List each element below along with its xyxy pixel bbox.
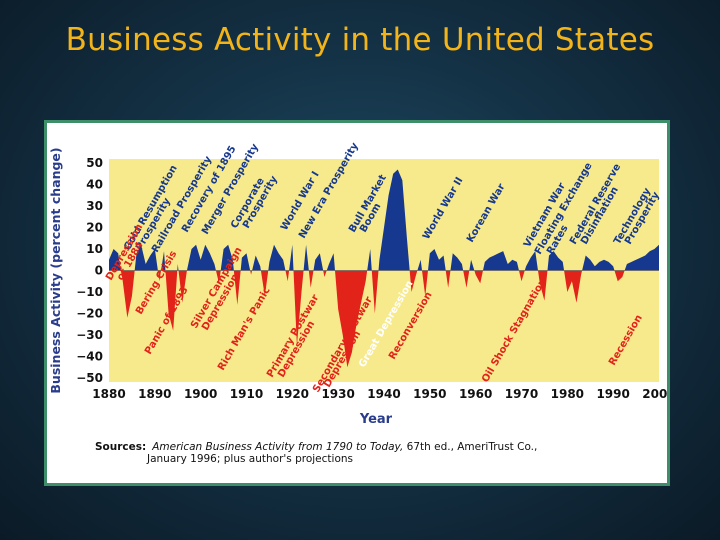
y-tick-label: −20 [76,307,103,321]
sources-note: Sources: American Business Activity from … [95,441,655,465]
x-tick-label: 1950 [413,387,446,401]
y-tick-label: −30 [76,328,103,342]
positive-area [109,169,659,271]
y-tick-label: 40 [86,178,103,192]
x-tick-label: 1940 [367,387,400,401]
y-tick-label: 50 [86,156,103,170]
x-tick-label: 1910 [230,387,263,401]
x-tick-label: 1970 [505,387,538,401]
x-tick-label: 1890 [138,387,171,401]
x-axis-label: Year [359,412,393,427]
y-tick-label: −50 [76,371,103,385]
x-tick-label: 2000 [642,387,667,401]
y-tick-label: −40 [76,350,103,364]
x-tick-label: 1990 [596,387,629,401]
y-tick-label: 0 [95,264,103,278]
x-tick-label: 1980 [551,387,584,401]
chart-frame: 50 40 30 20 10 0 −10 −20 −30 −40 −50 1880 1890 1900 1… [44,120,670,486]
x-tick-label: 1930 [321,387,354,401]
y-tick-label: −10 [76,285,103,299]
y-tick-label: 30 [86,199,103,213]
y-axis-label: Business Activity (percent change) [48,147,63,393]
y-tick-label: 10 [86,242,103,256]
slide-title: Business Activity in the United States [65,22,655,58]
business-activity-chart: 50 40 30 20 10 0 −10 −20 −30 −40 −50 1880 1890 1900 1… [48,141,667,427]
y-tick-label: 20 [86,221,103,235]
x-tick-label: 1920 [276,387,309,401]
sources-line1: 67th ed., AmeriTrust Co., [403,441,538,453]
sources-line2: January 1996; plus author's projections [147,453,353,465]
x-tick-label: 1900 [184,387,217,401]
x-tick-label: 1960 [459,387,492,401]
x-tick-label: 1880 [92,387,125,401]
sources-title: American Business Activity from 1790 to … [152,441,404,453]
sources-label: Sources: [95,441,147,453]
